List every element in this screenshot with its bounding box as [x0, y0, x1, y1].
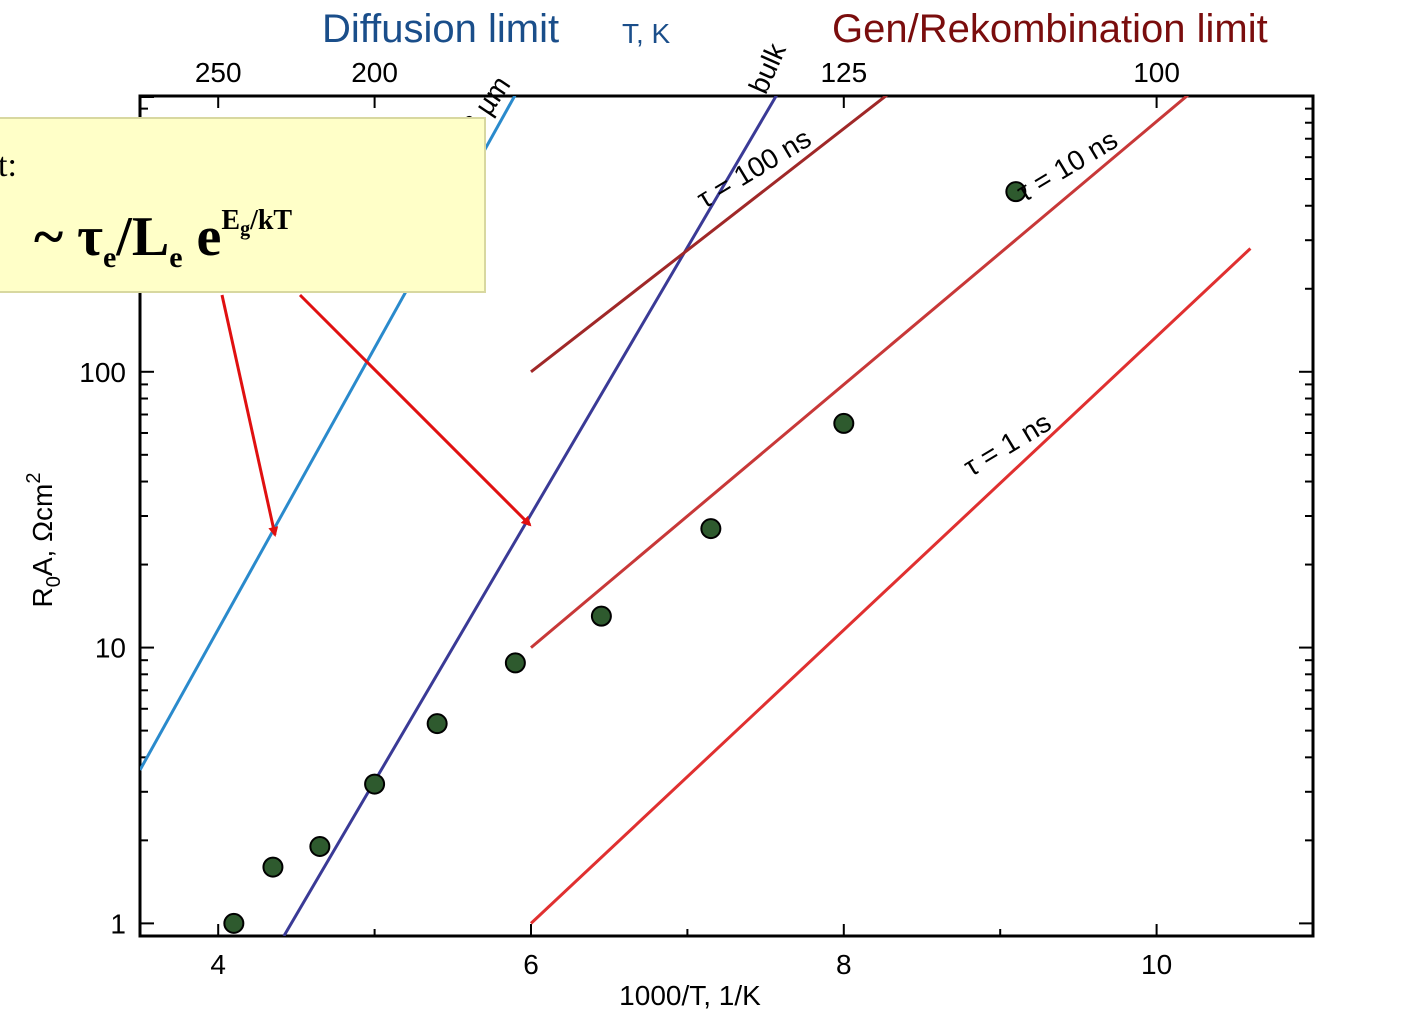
data-point	[700, 518, 722, 540]
data-point	[309, 836, 331, 858]
y-tick-label: 10	[95, 633, 126, 664]
annotation-box: t: ~ τe/Le eEg/kT	[0, 117, 486, 293]
data-point	[590, 605, 612, 627]
data-point	[262, 856, 284, 878]
top-tick-label: 250	[195, 57, 242, 88]
data-point	[833, 412, 855, 434]
top-axis-label: T, K	[622, 18, 671, 49]
y-tick-label: 100	[79, 357, 126, 388]
series-line	[530, 96, 889, 373]
series-lines	[140, 96, 1252, 936]
x-tick-label: 6	[523, 949, 539, 980]
arrow-diffusion	[220, 294, 279, 537]
x-tick-label: 10	[1141, 949, 1172, 980]
x-tick-label: 8	[836, 949, 852, 980]
x-axis-label: 1000/T, 1/K	[619, 980, 761, 1011]
data-point	[426, 713, 448, 735]
top-tick-label: 125	[820, 57, 867, 88]
top-tick-label: 200	[351, 57, 398, 88]
x-tick-label: 4	[210, 949, 226, 980]
data-point	[1005, 181, 1027, 203]
tick-labels: 4 6 8 10 250 200 125 100 1 10 100	[79, 57, 1180, 980]
data-point	[364, 773, 386, 795]
data-point	[504, 652, 526, 674]
data-points	[223, 181, 1027, 934]
series-line	[140, 96, 517, 771]
top-tick-label: 100	[1133, 57, 1180, 88]
series-line	[529, 247, 1252, 925]
annotation-partial-text: t:	[0, 147, 17, 184]
arrow-bulk	[298, 293, 532, 527]
y-axis-label: R0A, Ωcm2	[23, 473, 65, 608]
gen-recombination-limit-header: Gen/Rekombination limit	[832, 7, 1268, 51]
data-point	[223, 912, 245, 934]
series-label: bulk	[743, 38, 793, 98]
annotation-formula: ~ τe/Le eEg/kT	[34, 205, 293, 274]
diffusion-limit-header: Diffusion limit	[322, 7, 560, 51]
series-line	[530, 96, 1190, 649]
y-tick-label: 1	[110, 908, 126, 939]
